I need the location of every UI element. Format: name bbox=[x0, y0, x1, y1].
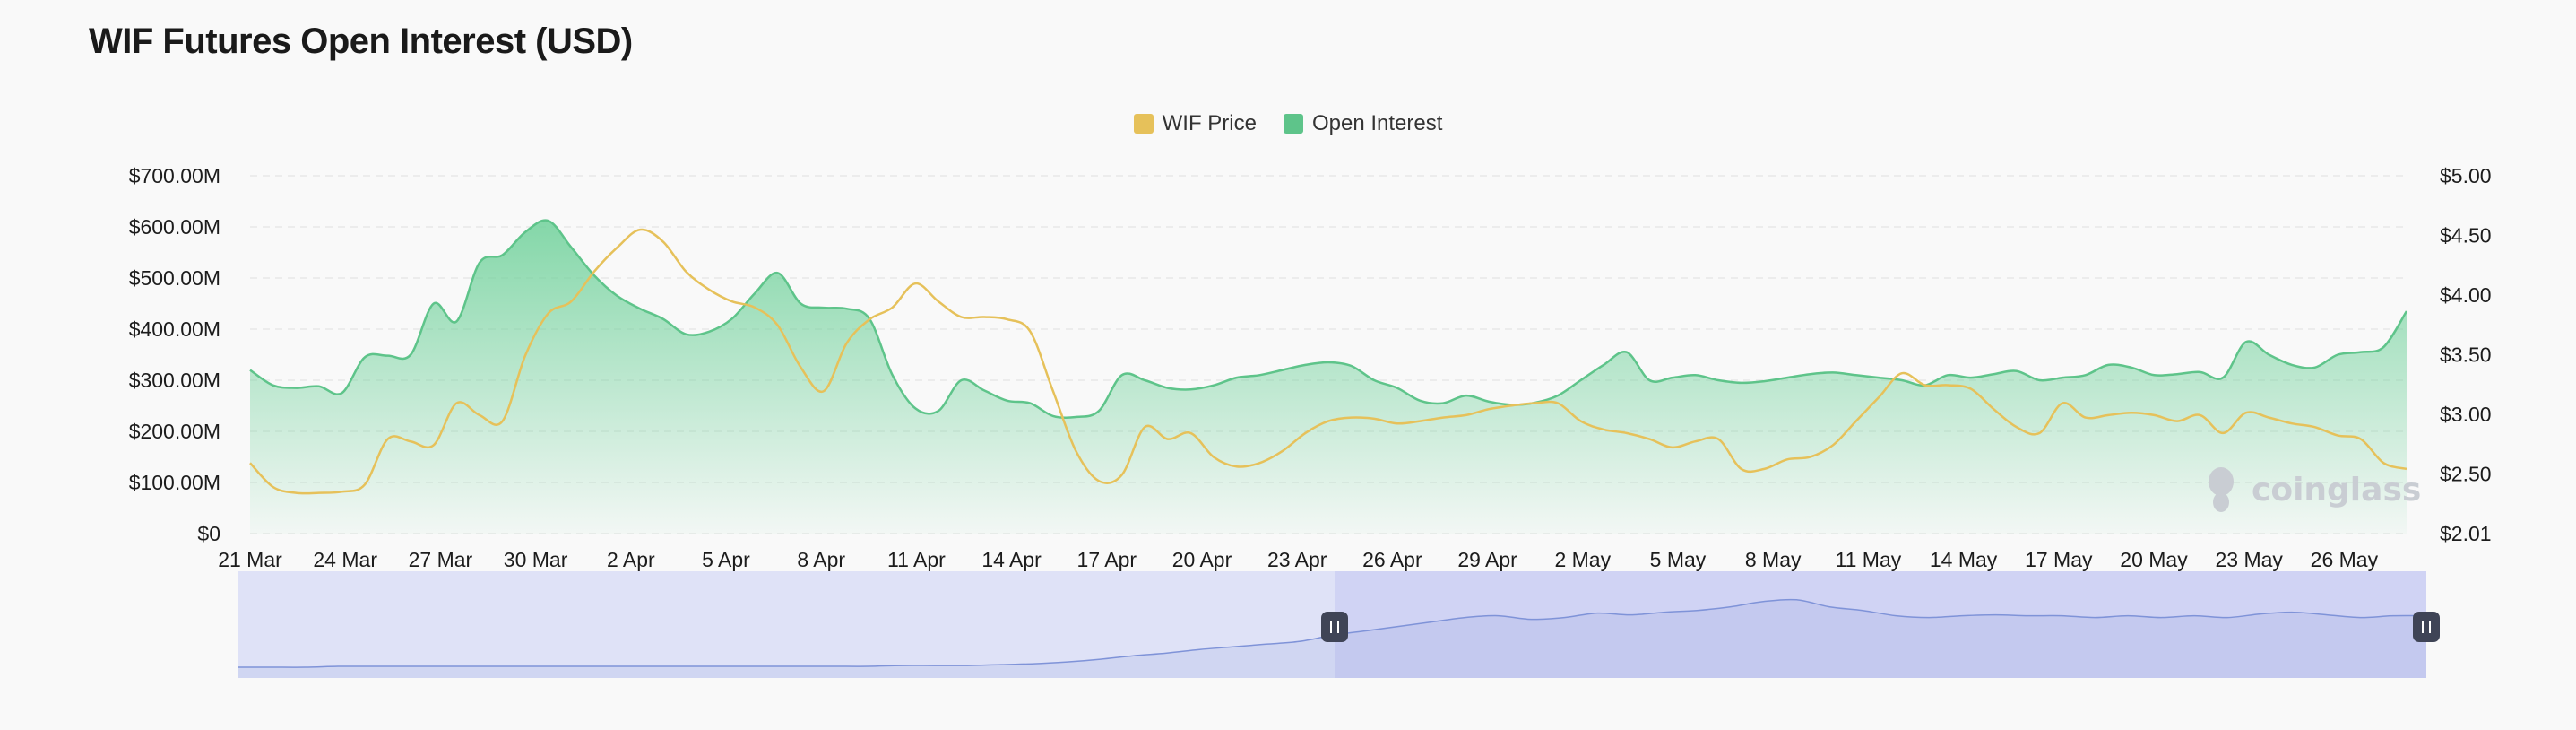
y-left-tick-label: $0 bbox=[197, 522, 220, 545]
legend-swatch-price bbox=[1133, 114, 1154, 134]
page-title: WIF Futures Open Interest (USD) bbox=[89, 22, 633, 61]
x-tick-label: 14 Apr bbox=[981, 548, 1042, 571]
coinglass-logo-icon bbox=[2209, 467, 2234, 496]
y-right-tick-label: $5.00 bbox=[2440, 164, 2492, 187]
legend-label-price: WIF Price bbox=[1162, 111, 1257, 135]
x-tick-label: 21 Mar bbox=[218, 548, 282, 571]
overview-right-handle[interactable] bbox=[2413, 612, 2440, 642]
y-left-tick-label: $400.00M bbox=[129, 317, 220, 341]
x-tick-label: 30 Mar bbox=[504, 548, 568, 571]
y-left-tick-label: $100.00M bbox=[129, 471, 220, 494]
y-right-tick-label: $4.50 bbox=[2440, 224, 2492, 248]
x-tick-label: 14 May bbox=[1930, 548, 1998, 571]
x-tick-label: 17 May bbox=[2025, 548, 2093, 571]
x-tick-label: 11 May bbox=[1836, 548, 1902, 571]
x-tick-label: 27 Mar bbox=[409, 548, 473, 571]
y-left-tick-label: $500.00M bbox=[129, 266, 220, 290]
x-tick-label: 23 Apr bbox=[1267, 548, 1327, 571]
x-tick-label: 24 Mar bbox=[313, 548, 377, 571]
handle-grip bbox=[2413, 612, 2440, 642]
x-tick-label: 23 May bbox=[2215, 548, 2283, 571]
legend-item-price[interactable]: WIF Price bbox=[1133, 111, 1257, 136]
x-tick-label: 2 Apr bbox=[607, 548, 655, 571]
open-interest-line bbox=[249, 219, 2408, 420]
x-tick-label: 2 May bbox=[1554, 548, 1611, 571]
coinglass-logo-icon bbox=[2213, 492, 2229, 512]
x-tick-label: 17 Apr bbox=[1077, 548, 1137, 571]
y-left-tick-label: $200.00M bbox=[129, 420, 220, 443]
x-tick-label: 8 May bbox=[1745, 548, 1802, 571]
legend-swatch-open-interest bbox=[1283, 114, 1303, 134]
coinglass-watermark: coinglass bbox=[2209, 467, 2421, 512]
x-tick-label: 26 Apr bbox=[1362, 548, 1422, 571]
y-left-tick-label: $300.00M bbox=[129, 369, 220, 392]
x-tick-label: 5 Apr bbox=[702, 548, 750, 571]
x-tick-label: 29 Apr bbox=[1457, 548, 1517, 571]
legend-item-open-interest[interactable]: Open Interest bbox=[1283, 111, 1443, 136]
x-tick-label: 20 May bbox=[2120, 548, 2188, 571]
y-right-tick-label: $2.01 bbox=[2440, 522, 2492, 545]
y-right-tick-label: $3.00 bbox=[2440, 403, 2492, 426]
legend-label-open-interest: Open Interest bbox=[1311, 111, 1443, 135]
y-right-tick-label: $4.00 bbox=[2440, 283, 2492, 307]
overview-selected-range bbox=[1335, 571, 2426, 678]
overview-left-handle[interactable] bbox=[1321, 612, 1348, 642]
watermark-text: coinglass bbox=[2252, 472, 2421, 508]
handle-grip bbox=[1321, 612, 1348, 642]
y-left-tick-label: $600.00M bbox=[129, 215, 220, 239]
y-right-tick-label: $3.50 bbox=[2440, 343, 2492, 367]
x-tick-label: 8 Apr bbox=[797, 548, 845, 571]
y-left-tick-label: $700.00M bbox=[129, 164, 220, 187]
x-tick-label: 11 Apr bbox=[887, 548, 946, 571]
x-tick-label: 26 May bbox=[2311, 548, 2379, 571]
x-tick-label: 20 Apr bbox=[1172, 548, 1232, 571]
wif-price-line bbox=[249, 228, 2407, 495]
legend: WIF Price Open Interest bbox=[0, 111, 2576, 136]
open-interest-area bbox=[250, 220, 2407, 534]
y-right-tick-label: $2.50 bbox=[2440, 463, 2492, 486]
x-tick-label: 5 May bbox=[1650, 548, 1707, 571]
